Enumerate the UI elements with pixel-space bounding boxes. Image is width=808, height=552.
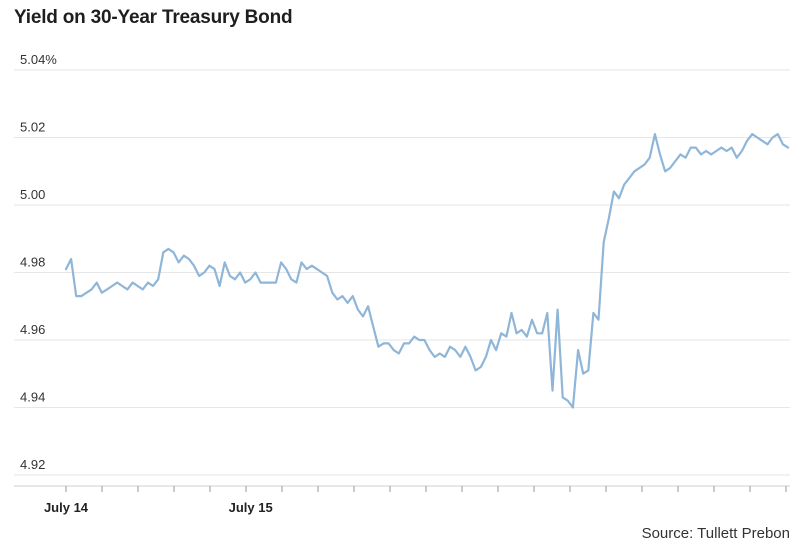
y-tick-label: 5.02 xyxy=(20,120,45,135)
y-tick-label: 4.92 xyxy=(20,457,45,472)
x-tick-label: July 15 xyxy=(229,500,273,515)
source-note: Source: Tullett Prebon xyxy=(641,525,790,542)
gridlines xyxy=(14,69,790,476)
x-axis-labels: July 14 July 15 xyxy=(44,500,273,515)
y-tick-label: 4.96 xyxy=(20,322,45,337)
chart-title: Yield on 30-Year Treasury Bond xyxy=(14,7,293,28)
x-tick-label: July 14 xyxy=(44,500,89,515)
x-axis-ticks xyxy=(65,486,787,492)
y-tick-label: 4.98 xyxy=(20,255,45,270)
y-tick-label: 5.04% xyxy=(20,52,57,67)
y-tick-label: 4.94 xyxy=(20,390,45,405)
series-line xyxy=(64,133,790,409)
y-axis-labels: 5.04% 5.02 5.00 4.98 4.96 4.94 4.92 xyxy=(20,52,57,472)
y-tick-label: 5.00 xyxy=(20,187,45,202)
